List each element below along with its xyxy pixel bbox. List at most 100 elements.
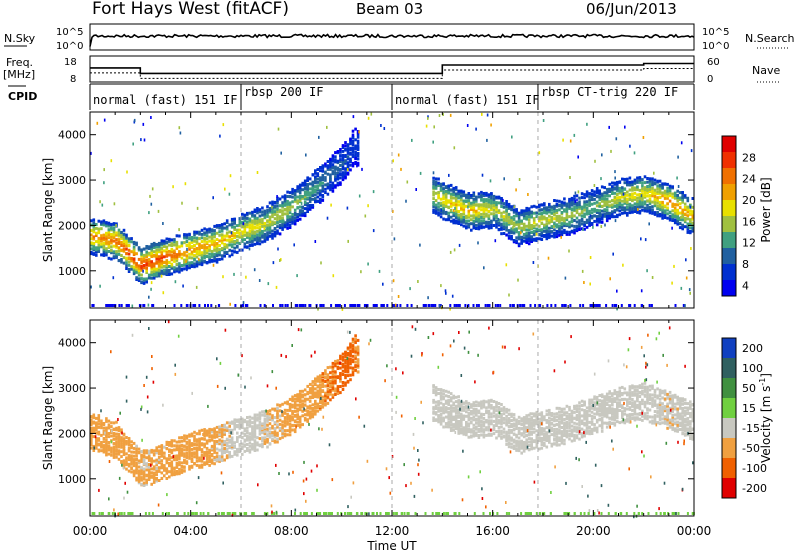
- power-cell: [241, 234, 244, 238]
- power-cell: [583, 224, 586, 227]
- velocity-cell: [238, 435, 242, 439]
- power-cell: [283, 207, 287, 211]
- power-cell: [268, 218, 272, 222]
- power-cell: [631, 207, 634, 211]
- power-cell: [208, 244, 211, 248]
- power-cell: [266, 231, 269, 235]
- velocity-cell: [236, 431, 239, 435]
- velocity-cell: [457, 420, 460, 423]
- power-cell: [170, 262, 174, 266]
- power-cell: [183, 251, 186, 255]
- velocity-cell: [105, 448, 108, 452]
- velocity-cell: [447, 395, 450, 398]
- power-cell: [623, 197, 627, 201]
- power-cell: [180, 244, 184, 248]
- velocity-cell: [220, 447, 224, 451]
- power-cbar-swatch: [722, 200, 736, 217]
- power-cell: [311, 173, 315, 177]
- power-cell: [585, 194, 589, 198]
- velocity-cell: [454, 422, 458, 426]
- power-cell: [638, 209, 642, 213]
- power-cell: [686, 210, 690, 214]
- power-cell: [485, 191, 488, 195]
- velocity-cell: [228, 440, 231, 444]
- power-cell: [454, 211, 458, 215]
- velocity-cell: [135, 464, 138, 468]
- power-cell: [457, 189, 460, 193]
- velocity-cell: [160, 466, 164, 470]
- cpid-mode-label: normal (fast) 151 IF: [395, 93, 540, 107]
- velocity-cell: [195, 453, 199, 457]
- velocity-cell: [233, 423, 236, 427]
- power-cell: [356, 133, 360, 137]
- power-cell: [621, 203, 624, 207]
- velocity-cell: [152, 459, 156, 463]
- power-cbar-swatch: [722, 232, 736, 249]
- power-cell: [548, 221, 551, 225]
- velocity-cell: [447, 415, 450, 419]
- power-cell: [266, 205, 269, 209]
- velocity-cell: [145, 449, 148, 453]
- velocity-cell: [276, 407, 279, 410]
- power-cell: [316, 180, 320, 184]
- velocity-cell: [344, 383, 347, 387]
- power-cell: [628, 188, 632, 192]
- power-cell: [507, 222, 511, 226]
- velocity-cell: [288, 433, 292, 437]
- power-cell: [175, 243, 179, 247]
- velocity-cell: [157, 455, 161, 459]
- power-cell: [308, 193, 312, 197]
- power-cell: [575, 216, 579, 220]
- power-cell: [485, 224, 488, 228]
- velocity-cell: [251, 416, 254, 420]
- power-cell: [276, 213, 279, 217]
- power-cell: [485, 193, 488, 197]
- power-cell: [563, 203, 566, 207]
- velocity-cell: [147, 457, 151, 461]
- velocity-cell: [157, 466, 161, 470]
- power-cell: [256, 236, 259, 240]
- power-cell: [341, 171, 345, 175]
- power-cell: [130, 259, 133, 263]
- velocity-cell: [195, 456, 199, 460]
- velocity-cell: [329, 385, 332, 389]
- power-cell: [497, 211, 501, 214]
- power-cell: [163, 261, 166, 264]
- power-cell: [666, 202, 669, 206]
- power-cell: [205, 237, 209, 241]
- velocity-cell: [263, 412, 267, 416]
- power-cell: [107, 304, 110, 307]
- power-cell: [273, 210, 277, 214]
- power-cell: [105, 247, 108, 251]
- power-cell: [145, 245, 148, 248]
- power-cell: [97, 247, 101, 251]
- velocity-cell: [140, 482, 143, 486]
- power-cell: [163, 255, 166, 259]
- power-cell: [590, 211, 594, 215]
- power-cell: [95, 250, 98, 254]
- power-cell: [230, 240, 234, 243]
- power-cell: [150, 116, 152, 119]
- power-cell: [462, 204, 466, 207]
- power-cell: [689, 204, 692, 207]
- power-cell: [641, 198, 644, 202]
- velocity-cell: [198, 458, 201, 462]
- power-cell: [454, 216, 458, 220]
- power-cell: [212, 263, 215, 267]
- power-cell: [185, 262, 189, 265]
- velocity-cell: [241, 442, 244, 446]
- velocity-cell: [198, 429, 201, 433]
- power-cell: [142, 266, 146, 270]
- velocity-cell: [344, 355, 347, 359]
- velocity-cell: [298, 423, 302, 427]
- power-cell: [643, 181, 647, 185]
- power-cell: [140, 280, 143, 284]
- power-cell: [220, 247, 224, 250]
- power-cell: [127, 267, 131, 271]
- velocity-cell: [303, 397, 307, 401]
- power-cell: [553, 221, 556, 225]
- power-cell: [560, 230, 564, 234]
- velocity-cell: [90, 415, 93, 419]
- velocity-cell: [200, 450, 204, 453]
- freq-tick-low: 8: [70, 74, 76, 85]
